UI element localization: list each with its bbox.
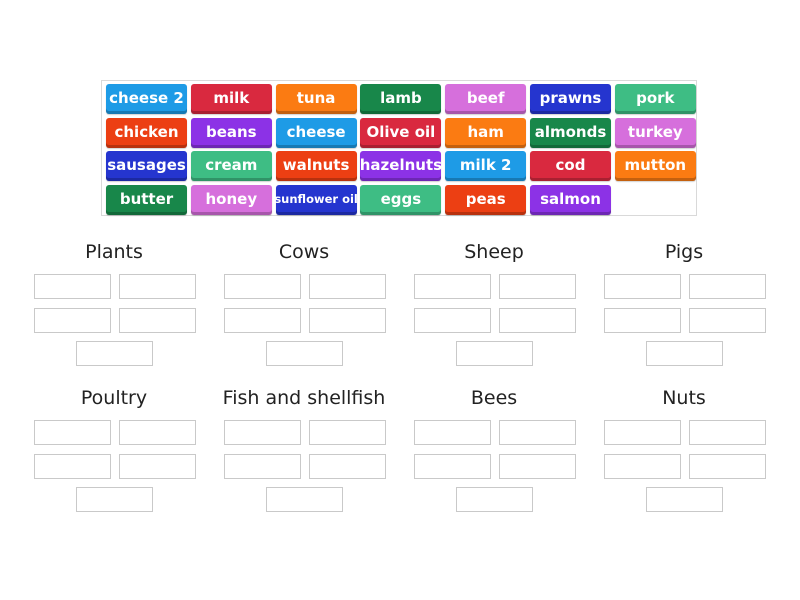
group-title-plants: Plants [85,241,143,263]
group-title-bees: Bees [470,387,518,409]
tile-beef[interactable]: beef [445,84,527,114]
tile-milk[interactable]: milk [190,84,272,114]
drop-slot-pigs[interactable] [604,274,681,299]
drop-slot-poultry[interactable] [34,420,111,445]
drop-slot-poultry[interactable] [119,454,196,479]
drop-slot-bees[interactable] [414,420,491,445]
drop-slot-sheep[interactable] [414,274,491,299]
tile-prawns[interactable]: prawns [530,84,611,114]
drop-slot-sheep[interactable] [456,341,533,366]
drop-slot-nuts[interactable] [604,454,681,479]
drop-slot-fish-and-shellfish[interactable] [309,454,386,479]
drop-slot-bees[interactable] [456,487,533,512]
tile-sunflower-oil[interactable]: sunflower oil [274,184,358,215]
tile-beans[interactable]: beans [190,117,272,148]
drop-slot-cows[interactable] [224,274,301,299]
drop-slot-fish-and-shellfish[interactable] [309,420,386,445]
drop-slot-poultry[interactable] [76,487,153,512]
drop-slot-sheep[interactable] [499,308,576,333]
drop-slot-plants[interactable] [119,274,196,299]
tile-peas[interactable]: peas [445,184,527,215]
drop-slot-plants[interactable] [34,274,111,299]
drop-slot-sheep[interactable] [414,308,491,333]
group-title-poultry: Poultry [80,387,148,409]
tile-cheese-2[interactable]: cheese 2 [106,84,187,114]
drop-slot-plants[interactable] [119,308,196,333]
tile-eggs[interactable]: eggs [360,184,442,215]
group-title-pigs: Pigs [664,241,704,263]
drop-slot-poultry[interactable] [119,420,196,445]
drop-slot-plants[interactable] [76,341,153,366]
tile-hazelnuts[interactable]: hazelnuts [360,151,442,182]
tile-salmon[interactable]: salmon [530,184,611,215]
drop-slot-cows[interactable] [266,341,343,366]
drop-slot-cows[interactable] [224,308,301,333]
tile-almonds[interactable]: almonds [530,117,611,148]
tile-cod[interactable]: cod [530,151,611,182]
tile-walnuts[interactable]: walnuts [275,151,357,182]
drop-slot-nuts[interactable] [689,454,766,479]
tile-sausages[interactable]: sausages [106,151,187,182]
group-title-fish-and-shellfish: Fish and shellfish [222,387,386,409]
drop-slot-pigs[interactable] [689,308,766,333]
drop-slot-nuts[interactable] [646,487,723,512]
drop-slot-sheep[interactable] [499,274,576,299]
drop-slot-bees[interactable] [499,454,576,479]
drop-slot-pigs[interactable] [604,308,681,333]
drop-slot-fish-and-shellfish[interactable] [224,454,301,479]
tile-cream[interactable]: cream [190,151,272,182]
drop-slot-fish-and-shellfish[interactable] [224,420,301,445]
drop-slot-plants[interactable] [34,308,111,333]
tile-tuna[interactable]: tuna [275,84,357,114]
drop-slot-nuts[interactable] [604,420,681,445]
tile-olive-oil[interactable]: Olive oil [360,117,442,148]
tile-cheese[interactable]: cheese [275,117,357,148]
tile-ham[interactable]: ham [445,117,527,148]
drop-slot-bees[interactable] [499,420,576,445]
tile-bank: cheese 2 milk tuna lamb beef prawns pork chicke… [101,80,697,216]
drop-slot-cows[interactable] [309,274,386,299]
drop-slot-cows[interactable] [309,308,386,333]
group-title-sheep: Sheep [464,241,524,263]
drop-slot-bees[interactable] [414,454,491,479]
drop-slot-poultry[interactable] [34,454,111,479]
tile-chicken[interactable]: chicken [106,117,187,148]
tile-honey[interactable]: honey [190,184,272,215]
group-title-cows: Cows [278,241,330,263]
tile-butter[interactable]: butter [106,184,187,215]
tile-lamb[interactable]: lamb [360,84,442,114]
drop-slot-pigs[interactable] [689,274,766,299]
group-title-nuts: Nuts [662,387,706,409]
drop-slot-nuts[interactable] [689,420,766,445]
tile-turkey[interactable]: turkey [614,117,696,148]
tile-mutton[interactable]: mutton [614,151,696,182]
tile-pork[interactable]: pork [614,84,696,114]
drop-slot-fish-and-shellfish[interactable] [266,487,343,512]
tile-milk-2[interactable]: milk 2 [445,151,527,182]
drop-slot-pigs[interactable] [646,341,723,366]
